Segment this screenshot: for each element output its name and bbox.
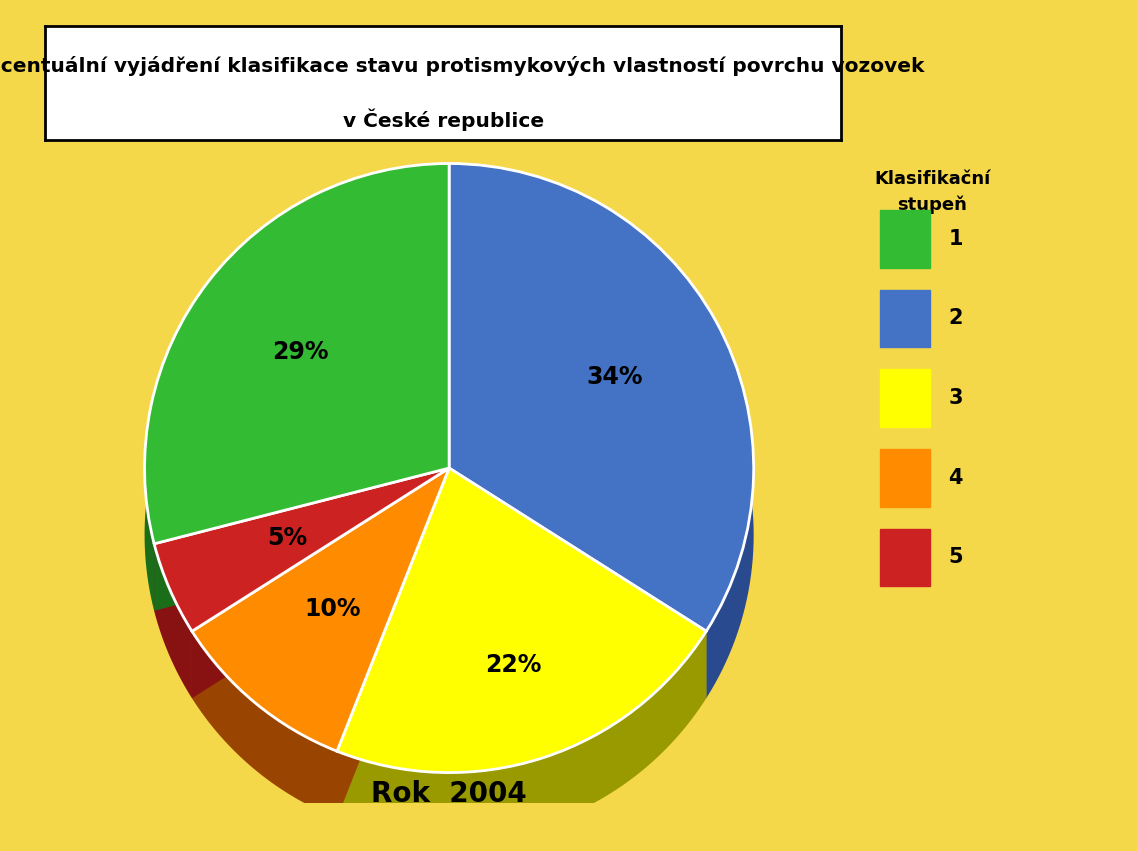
Bar: [880, 289, 930, 347]
Text: 5%: 5%: [267, 526, 307, 551]
Text: Procentuální vyjádření klasifikace stavu protismykových vlastností povrchu vozov: Procentuální vyjádření klasifikace stavu…: [0, 55, 924, 76]
Bar: [880, 210, 930, 267]
Polygon shape: [337, 468, 449, 818]
Polygon shape: [706, 426, 754, 698]
Polygon shape: [155, 544, 192, 698]
Bar: [880, 369, 930, 427]
Polygon shape: [192, 468, 449, 698]
Polygon shape: [155, 468, 449, 611]
Polygon shape: [192, 468, 449, 698]
Polygon shape: [449, 468, 706, 698]
Wedge shape: [192, 468, 449, 751]
Wedge shape: [449, 163, 754, 631]
Text: 34%: 34%: [587, 365, 642, 389]
Text: 10%: 10%: [305, 597, 360, 621]
Text: Rok  2004: Rok 2004: [372, 780, 526, 808]
Polygon shape: [144, 426, 155, 611]
Polygon shape: [337, 631, 706, 840]
Text: 5: 5: [948, 547, 963, 568]
Text: 29%: 29%: [272, 340, 329, 364]
Text: 2: 2: [948, 308, 963, 328]
Polygon shape: [449, 468, 706, 698]
Text: v České republice: v České republice: [343, 108, 543, 131]
Wedge shape: [144, 163, 449, 544]
Polygon shape: [192, 631, 337, 818]
Text: 1: 1: [948, 229, 963, 248]
Bar: [880, 449, 930, 506]
Text: Klasifikační
stupeň: Klasifikační stupeň: [874, 170, 990, 214]
Text: 22%: 22%: [484, 653, 541, 677]
Text: 3: 3: [948, 388, 963, 408]
Polygon shape: [337, 468, 449, 818]
Wedge shape: [337, 468, 706, 773]
Bar: [880, 528, 930, 586]
Wedge shape: [155, 468, 449, 631]
Polygon shape: [155, 468, 449, 611]
Text: 4: 4: [948, 468, 963, 488]
